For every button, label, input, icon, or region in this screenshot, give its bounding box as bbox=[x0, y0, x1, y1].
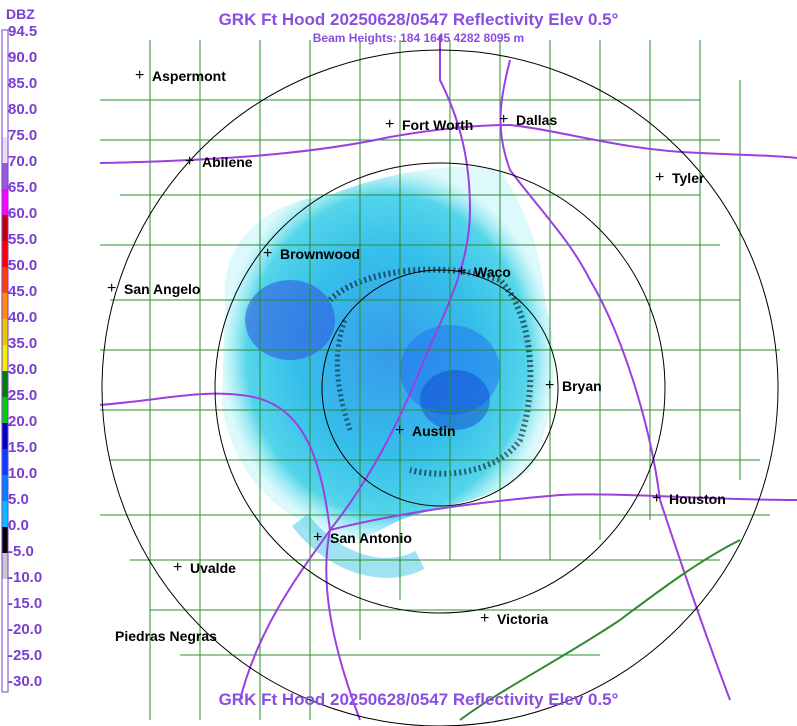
city-marker-icon: + bbox=[395, 422, 405, 439]
reflectivity-echoes bbox=[222, 166, 554, 578]
range-rings bbox=[101, 49, 779, 726]
legend-value: 60.0 bbox=[8, 205, 38, 222]
city-label: Uvalde bbox=[190, 560, 236, 576]
legend-swatch bbox=[2, 553, 8, 579]
city-label: Brownwood bbox=[280, 246, 361, 262]
legend-value: 80.0 bbox=[8, 101, 38, 118]
legend-value: 65.0 bbox=[8, 179, 38, 196]
city-marker-icon: + bbox=[135, 67, 145, 84]
highways bbox=[99, 35, 797, 721]
city-marker-icon: + bbox=[545, 377, 555, 394]
city-label: Aspermont bbox=[152, 68, 226, 84]
legend-value: -20.0 bbox=[8, 621, 43, 638]
city-label: Piedras Negras bbox=[115, 628, 217, 644]
legend-value: 20.0 bbox=[8, 413, 38, 430]
legend-value: 35.0 bbox=[8, 335, 38, 352]
legend-value: -10.0 bbox=[8, 569, 43, 586]
city-label: Victoria bbox=[497, 611, 549, 627]
city-marker-icon: + bbox=[499, 111, 509, 128]
legend-value: -15.0 bbox=[8, 595, 43, 612]
legend-swatch bbox=[2, 111, 8, 137]
legend-swatch bbox=[2, 371, 8, 397]
legend-swatch bbox=[2, 319, 8, 345]
city-marker-icon: + bbox=[185, 153, 195, 170]
legend-swatch bbox=[2, 33, 8, 59]
city-label: Dallas bbox=[516, 112, 558, 128]
legend-value: -25.0 bbox=[8, 647, 43, 664]
legend-swatch bbox=[2, 163, 8, 189]
legend-value: -5.0 bbox=[8, 543, 34, 560]
legend-swatch bbox=[2, 527, 8, 553]
city-marker-icon: + bbox=[652, 490, 662, 507]
legend-value: 45.0 bbox=[8, 283, 38, 300]
legend-swatch bbox=[2, 449, 8, 475]
city-label: Waco bbox=[474, 264, 511, 280]
legend-swatch bbox=[2, 579, 8, 605]
legend-swatch bbox=[2, 267, 8, 293]
legend-value: -30.0 bbox=[8, 673, 43, 690]
legend-swatch bbox=[2, 215, 8, 241]
map-title: GRK Ft Hood 20250628/0547 Reflectivity E… bbox=[218, 10, 619, 29]
legend-value: 50.0 bbox=[8, 257, 38, 274]
legend-swatch bbox=[2, 423, 8, 449]
legend-swatch bbox=[2, 397, 8, 423]
city-label: Austin bbox=[412, 423, 456, 439]
legend-swatch bbox=[2, 657, 8, 683]
city-label: San Antonio bbox=[330, 530, 412, 546]
legend-value: 75.0 bbox=[8, 127, 38, 144]
legend-swatch bbox=[2, 501, 8, 527]
beam-heights: Beam Heights: 184 1645 4282 8095 m bbox=[312, 31, 525, 45]
legend-swatch bbox=[2, 137, 8, 163]
coastline bbox=[459, 539, 741, 721]
legend-value: 0.0 bbox=[8, 517, 29, 534]
legend-value: 5.0 bbox=[8, 491, 29, 508]
legend-swatch bbox=[2, 345, 8, 371]
city-label: Abilene bbox=[202, 154, 253, 170]
city-marker-icon: + bbox=[313, 529, 323, 546]
legend-swatch bbox=[2, 85, 8, 111]
legend-value: 15.0 bbox=[8, 439, 38, 456]
legend-value: 40.0 bbox=[8, 309, 38, 326]
legend-swatch bbox=[2, 293, 8, 319]
legend-unit: DBZ bbox=[6, 6, 35, 22]
city-marker-icon: + bbox=[385, 116, 395, 133]
legend-swatch bbox=[2, 189, 8, 215]
county-lines bbox=[100, 40, 780, 720]
city-label: Bryan bbox=[562, 378, 602, 394]
city-marker-icon: + bbox=[173, 559, 183, 576]
map-footer: GRK Ft Hood 20250628/0547 Reflectivity E… bbox=[218, 690, 619, 709]
legend-value: 90.0 bbox=[8, 49, 38, 66]
city-marker-icon: + bbox=[107, 280, 117, 297]
city-marker-icon: + bbox=[457, 263, 467, 280]
city-label: Houston bbox=[669, 491, 726, 507]
legend-swatch bbox=[2, 605, 8, 631]
legend-value: 10.0 bbox=[8, 465, 38, 482]
city-label: San Angelo bbox=[124, 281, 201, 297]
dbz-legend: DBZ 94.5 90.0 85.0 80.0 75.0 70.0 65.0 60.0 55.0… bbox=[0, 0, 74, 726]
legend-colorbar bbox=[1, 29, 9, 693]
city-label: Fort Worth bbox=[402, 117, 474, 133]
city-marker-icon: + bbox=[655, 169, 665, 186]
city-marker-icon: + bbox=[480, 610, 490, 627]
legend-swatch bbox=[2, 241, 8, 267]
city-marker-icon: + bbox=[263, 245, 273, 262]
legend-value: 94.5 bbox=[8, 23, 38, 40]
legend-value: 25.0 bbox=[8, 387, 38, 404]
legend-swatch bbox=[2, 475, 8, 501]
legend-value: 70.0 bbox=[8, 153, 38, 170]
legend-swatch bbox=[2, 59, 8, 85]
legend-value: 85.0 bbox=[8, 75, 38, 92]
city-label: Tyler bbox=[672, 170, 705, 186]
legend-value: 30.0 bbox=[8, 361, 38, 378]
legend-swatch bbox=[2, 631, 8, 657]
legend-value: 55.0 bbox=[8, 231, 38, 248]
